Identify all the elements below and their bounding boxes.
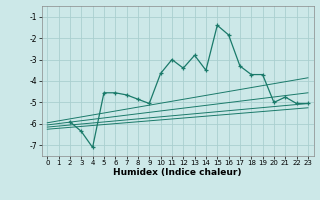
X-axis label: Humidex (Indice chaleur): Humidex (Indice chaleur) xyxy=(113,168,242,177)
